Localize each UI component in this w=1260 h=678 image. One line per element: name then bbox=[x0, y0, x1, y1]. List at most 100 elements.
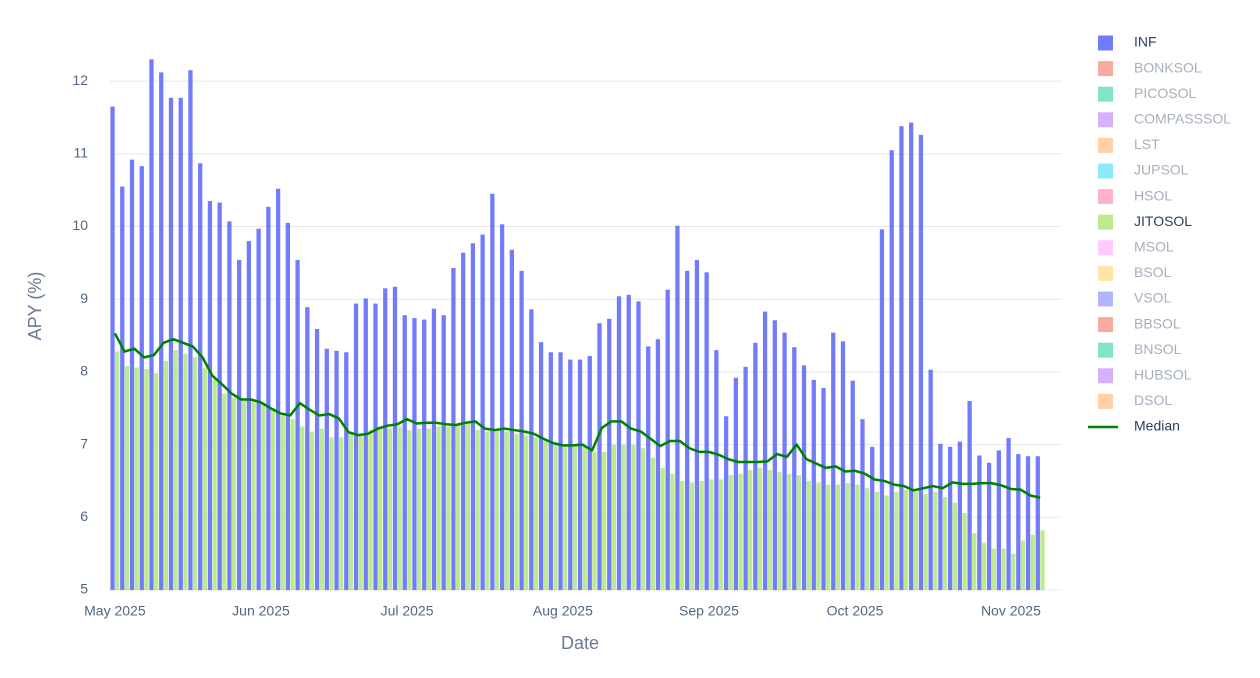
bar bbox=[358, 433, 363, 590]
bar bbox=[159, 72, 164, 591]
bar bbox=[1040, 530, 1045, 590]
bar bbox=[110, 106, 115, 590]
bar bbox=[884, 495, 889, 590]
legend-label[interactable]: HSOL bbox=[1134, 187, 1172, 203]
bar bbox=[339, 437, 344, 590]
bar bbox=[285, 222, 290, 590]
bar bbox=[782, 332, 787, 590]
legend-label[interactable]: Median bbox=[1134, 418, 1180, 434]
legend-label[interactable]: COMPASSSOL bbox=[1134, 111, 1231, 127]
bar bbox=[241, 400, 246, 590]
bar bbox=[407, 430, 412, 590]
bar bbox=[344, 352, 349, 590]
bar bbox=[870, 446, 875, 590]
legend-swatch bbox=[1098, 112, 1113, 128]
bar bbox=[431, 308, 437, 590]
bar bbox=[275, 188, 281, 591]
bar bbox=[1025, 456, 1031, 590]
bar bbox=[538, 342, 544, 590]
bar bbox=[124, 366, 130, 590]
bar bbox=[694, 259, 700, 590]
legend-swatch bbox=[1098, 265, 1113, 281]
bar bbox=[650, 457, 656, 590]
legend-swatch bbox=[1098, 61, 1113, 77]
bar bbox=[743, 366, 748, 590]
bar bbox=[475, 430, 480, 590]
legend-swatch bbox=[1098, 214, 1113, 230]
bar bbox=[319, 428, 324, 590]
bar bbox=[972, 533, 977, 590]
legend-label[interactable]: JUPSOL bbox=[1134, 162, 1189, 178]
legend-label[interactable]: MSOL bbox=[1134, 239, 1174, 255]
bar bbox=[563, 446, 568, 590]
bar bbox=[592, 451, 597, 590]
bar bbox=[1030, 534, 1035, 590]
bar bbox=[134, 367, 139, 590]
bar bbox=[548, 352, 553, 590]
bar bbox=[826, 484, 831, 590]
bar bbox=[986, 462, 992, 590]
bar bbox=[266, 206, 271, 590]
y-tick-label: 8 bbox=[80, 363, 88, 379]
bar bbox=[733, 377, 739, 590]
legend-swatch bbox=[1098, 163, 1113, 179]
legend-label[interactable]: DSOL bbox=[1134, 392, 1172, 408]
bar bbox=[455, 424, 461, 590]
x-tick-label: Jul 2025 bbox=[381, 603, 434, 619]
bar bbox=[675, 225, 680, 590]
bar bbox=[850, 380, 855, 590]
bar bbox=[909, 122, 914, 591]
bar bbox=[679, 480, 685, 590]
bar bbox=[631, 444, 636, 590]
bar bbox=[1011, 553, 1016, 590]
bar bbox=[509, 249, 514, 591]
bar bbox=[1006, 438, 1011, 590]
bar bbox=[928, 369, 933, 590]
bar bbox=[416, 428, 422, 590]
bar bbox=[446, 426, 451, 590]
legend-swatch bbox=[1098, 317, 1113, 333]
bar bbox=[436, 426, 441, 590]
bar bbox=[173, 350, 178, 590]
bar bbox=[129, 159, 135, 590]
bar bbox=[796, 475, 802, 590]
bar bbox=[163, 361, 169, 590]
bar bbox=[514, 433, 519, 590]
legend-label[interactable]: BBSOL bbox=[1134, 315, 1181, 331]
legend-label[interactable]: INF bbox=[1134, 34, 1157, 50]
bar bbox=[597, 323, 602, 590]
bar bbox=[753, 342, 758, 590]
bar bbox=[149, 59, 154, 591]
legend-label[interactable]: JITOSOL bbox=[1134, 213, 1192, 229]
legend-label[interactable]: BONKSOL bbox=[1134, 59, 1202, 75]
bar bbox=[383, 288, 388, 590]
y-tick-label: 9 bbox=[80, 290, 88, 306]
bar bbox=[709, 479, 714, 590]
bar bbox=[217, 202, 222, 591]
bar bbox=[461, 252, 466, 590]
bar bbox=[611, 444, 617, 590]
bar bbox=[835, 484, 841, 590]
bar bbox=[913, 491, 918, 590]
legend-label[interactable]: LST bbox=[1134, 136, 1160, 152]
legend-label[interactable]: HUBSOL bbox=[1134, 367, 1192, 383]
bar bbox=[314, 329, 320, 590]
bar bbox=[192, 357, 198, 590]
y-tick-label: 12 bbox=[72, 72, 88, 88]
bar bbox=[821, 387, 826, 590]
legend-label[interactable]: BNSOL bbox=[1134, 341, 1182, 357]
bar bbox=[348, 433, 354, 590]
bar bbox=[363, 298, 368, 590]
legend-label[interactable]: PICOSOL bbox=[1134, 85, 1196, 101]
legend-swatch bbox=[1098, 35, 1113, 51]
legend-label[interactable]: VSOL bbox=[1134, 290, 1172, 306]
bar bbox=[261, 402, 266, 590]
bar bbox=[237, 259, 242, 590]
bar bbox=[616, 296, 622, 590]
x-tick-label: Jun 2025 bbox=[232, 603, 290, 619]
bar bbox=[699, 480, 704, 590]
bar bbox=[188, 70, 193, 591]
legend-label[interactable]: BSOL bbox=[1134, 264, 1172, 280]
bar bbox=[144, 369, 149, 590]
bar bbox=[1001, 548, 1006, 590]
